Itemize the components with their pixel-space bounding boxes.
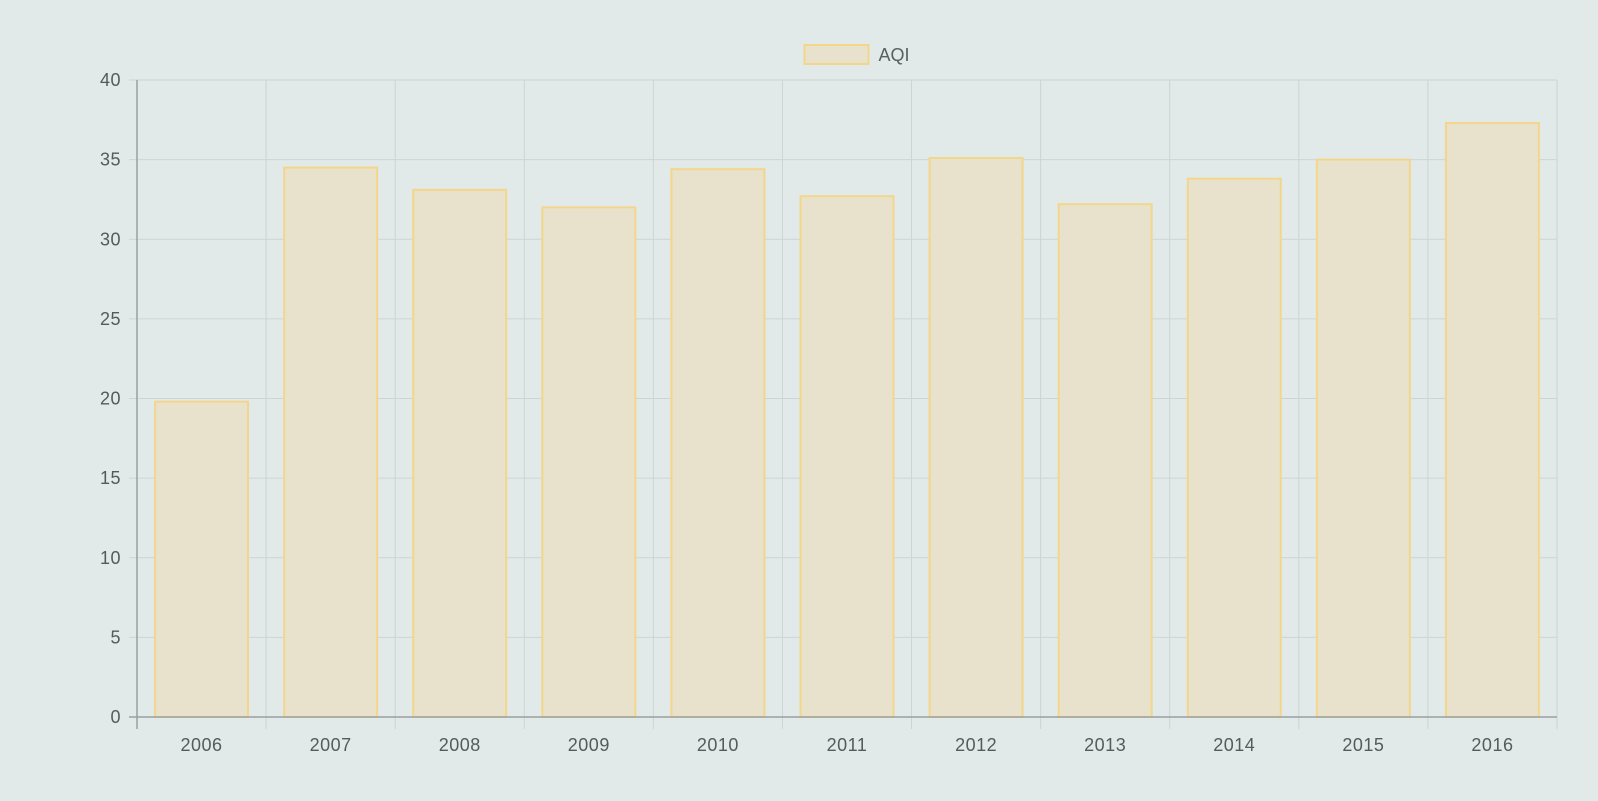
x-tick-label: 2015 xyxy=(1342,735,1384,755)
bar-2014[interactable] xyxy=(1186,177,1282,719)
bar-2016[interactable] xyxy=(1444,121,1540,718)
legend[interactable]: AQI xyxy=(803,44,910,65)
axes: 0 5 10 15 20 25 30 35 40 2006 2007 2008 2009 2010 2011… xyxy=(100,70,1557,755)
x-tick-label: 2011 xyxy=(827,735,868,755)
y-tick-label: 30 xyxy=(100,229,121,249)
y-tick-label: 35 xyxy=(100,150,121,170)
y-tick-label: 15 xyxy=(100,468,121,488)
y-tick-label: 20 xyxy=(100,389,121,409)
x-tick-label: 2012 xyxy=(955,735,997,755)
bar-2011[interactable] xyxy=(799,195,895,718)
x-tick-label: 2007 xyxy=(310,735,352,755)
x-tick-label: 2009 xyxy=(568,735,610,755)
y-tick-label: 40 xyxy=(100,70,121,90)
bar-2009[interactable] xyxy=(541,206,637,718)
bar-2006[interactable] xyxy=(154,400,250,718)
y-tick-label: 10 xyxy=(100,548,121,568)
bar-2015[interactable] xyxy=(1315,158,1411,718)
x-tick-label: 2013 xyxy=(1084,735,1126,755)
bars xyxy=(154,121,1540,719)
x-tick-label: 2010 xyxy=(697,735,739,755)
bar-2013[interactable] xyxy=(1057,203,1153,718)
x-tick-label: 2016 xyxy=(1471,735,1513,755)
x-tick-label: 2006 xyxy=(181,735,223,755)
bar-2008[interactable] xyxy=(412,188,508,718)
x-tick-label: 2014 xyxy=(1213,735,1255,755)
bar-2012[interactable] xyxy=(928,157,1024,719)
y-tick-label: 5 xyxy=(110,627,121,647)
bar-2007[interactable] xyxy=(283,166,379,718)
bar-2010[interactable] xyxy=(670,168,766,718)
legend-label-aqi[interactable]: AQI xyxy=(878,45,909,65)
legend-swatch-aqi[interactable] xyxy=(803,44,870,65)
x-tick-label: 2008 xyxy=(439,735,481,755)
y-tick-label: 25 xyxy=(100,309,121,329)
y-tick-label: 0 xyxy=(110,707,121,727)
